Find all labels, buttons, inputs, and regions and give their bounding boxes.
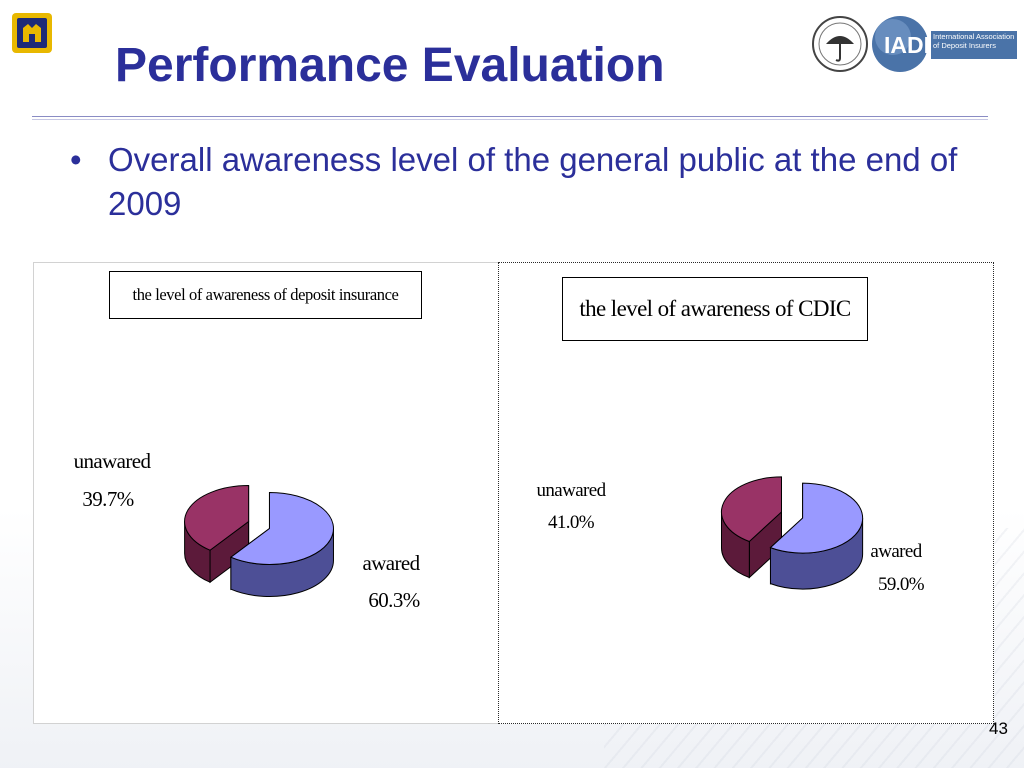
slice-label-awared: awared xyxy=(870,541,922,562)
agency-logo-icon xyxy=(12,13,52,53)
slice-value-awared: 59.0% xyxy=(878,574,925,595)
page-title: Performance Evaluation xyxy=(115,39,665,92)
pie-chart-cdic: awared 59.0% unawared 41.0% xyxy=(536,476,925,595)
bullet-icon: • xyxy=(70,141,82,178)
page-number: 43 xyxy=(989,719,1008,738)
bullet-point: • Overall awareness level of the general… xyxy=(70,138,970,226)
title-divider xyxy=(32,116,988,117)
slice-label-unawared: unawared xyxy=(536,480,606,501)
pie-slice-awared-top xyxy=(769,482,864,554)
slice-label-unawared: unawared xyxy=(74,449,152,473)
slice-label-awared: awared xyxy=(362,551,420,575)
iadi-logo-text: IADI xyxy=(884,32,930,58)
slice-value-unawared: 39.7% xyxy=(82,487,133,511)
slice-value-awared: 60.3% xyxy=(368,588,419,612)
chart-title: the level of awareness of CDIC xyxy=(562,277,868,341)
iadi-logo: IADI International Association of Deposi… xyxy=(812,16,1017,72)
chart-panel-deposit-insurance: the level of awareness of deposit insura… xyxy=(33,262,500,724)
pie-slice-unawared-top xyxy=(721,476,782,543)
bullet-text: Overall awareness level of the general p… xyxy=(108,141,958,222)
iadi-logo-subtext: International Association of Deposit Ins… xyxy=(933,32,1015,50)
slice-value-unawared: 41.0% xyxy=(548,512,595,533)
chart-panel-cdic: the level of awareness of CDIC awared 59.… xyxy=(498,262,994,724)
chart-title: the level of awareness of deposit insura… xyxy=(109,271,422,319)
title-divider-shadow xyxy=(32,119,988,120)
pie-slice-awared-top xyxy=(229,491,334,565)
pie-slice-unawared-top xyxy=(184,485,250,551)
pie-chart-deposit-insurance: awared 60.3% unawared 39.7% xyxy=(74,449,422,612)
